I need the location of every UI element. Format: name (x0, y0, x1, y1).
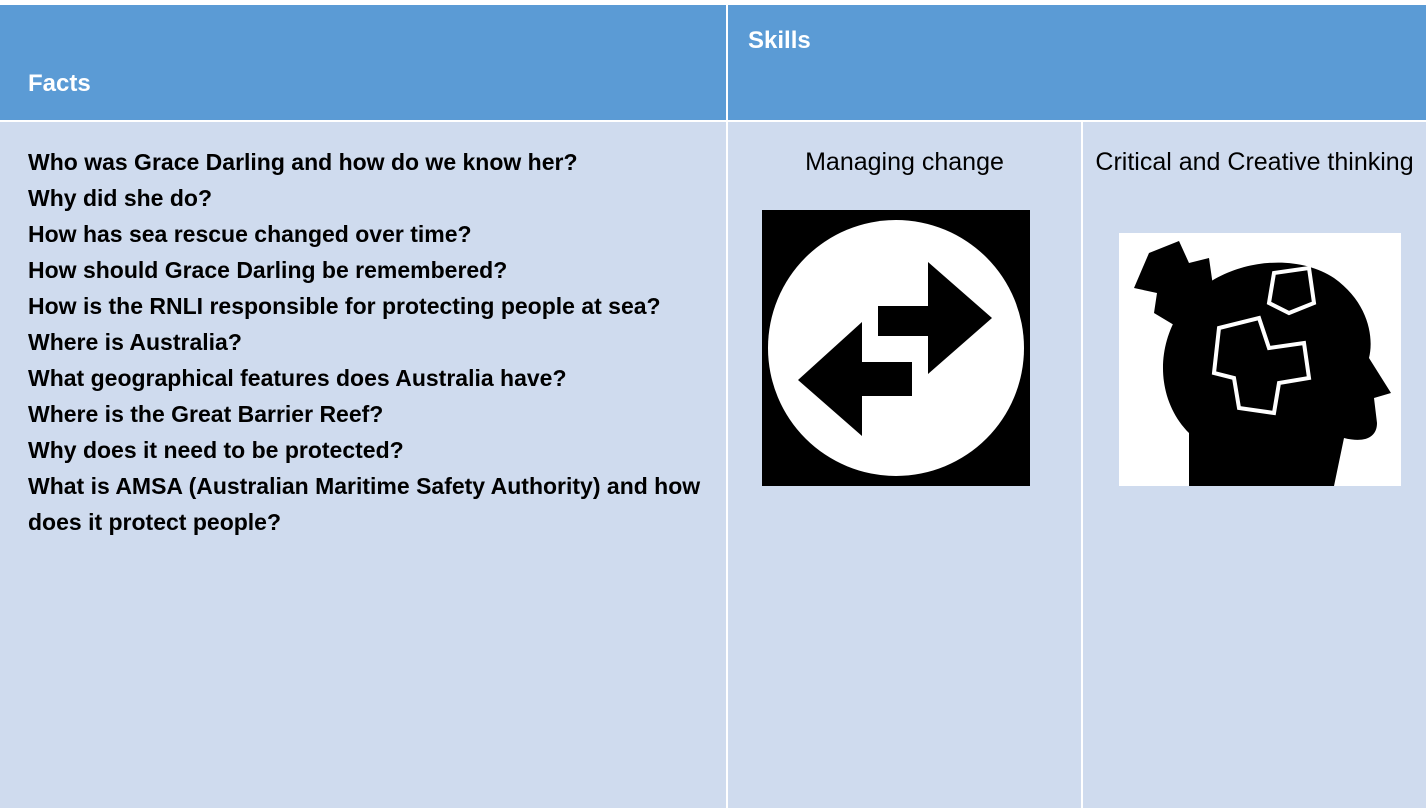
facts-header: Facts (0, 5, 726, 120)
fact-question: What geographical features does Australi… (28, 365, 567, 391)
change-icon (762, 210, 1030, 486)
facts-list: Who was Grace Darling and how do we know… (0, 122, 718, 540)
fact-question: Why did she do? (28, 185, 212, 211)
fact-question: Where is the Great Barrier Reef? (28, 401, 384, 427)
fact-question: What is AMSA (Australian Maritime Safety… (28, 473, 701, 535)
thinking-icon (1119, 233, 1401, 486)
skills-heading: Skills (748, 27, 811, 54)
fact-question: How has sea rescue changed over time? (28, 221, 472, 247)
skill-label: Critical and Creative thinking (1095, 148, 1414, 176)
fact-question: Where is Australia? (28, 329, 242, 355)
fact-question: How is the RNLI responsible for protecti… (28, 293, 661, 319)
fact-question: How should Grace Darling be remembered? (28, 257, 508, 283)
skill-cell: Managing change (728, 122, 1081, 808)
skill-label: Managing change (805, 148, 1004, 176)
fact-question: Why does it need to be protected? (28, 437, 404, 463)
fact-question: Who was Grace Darling and how do we know… (28, 149, 578, 175)
facts-heading: Facts (28, 70, 91, 97)
skill-cell: Critical and Creative thinking (1083, 122, 1426, 808)
skills-header: Skills (728, 5, 1426, 120)
facts-cell: Who was Grace Darling and how do we know… (0, 122, 726, 808)
